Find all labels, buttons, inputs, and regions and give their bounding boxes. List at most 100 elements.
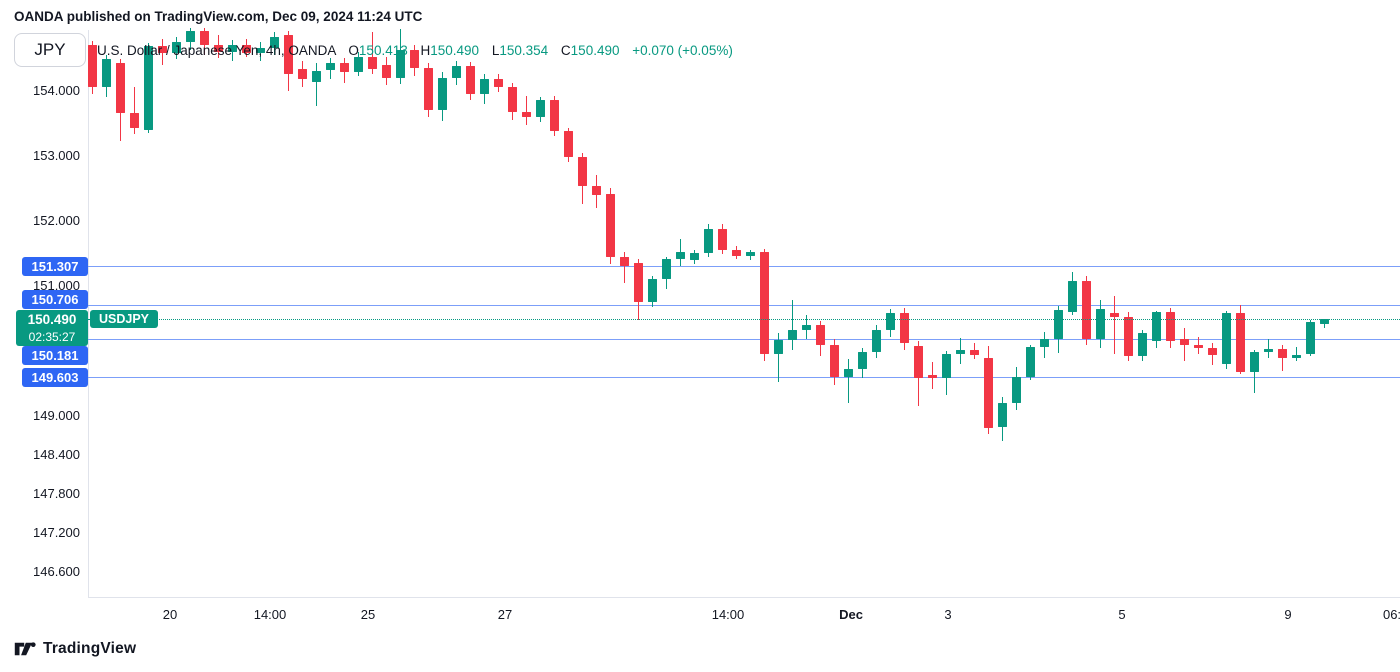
candle	[311, 70, 321, 83]
candle	[927, 375, 937, 379]
open-value: 150.413	[358, 43, 408, 58]
candle	[801, 325, 811, 331]
candle	[1137, 332, 1147, 357]
tradingview-logo-icon[interactable]	[14, 640, 36, 658]
candle	[1207, 347, 1217, 355]
candle	[857, 352, 867, 370]
candle	[521, 111, 531, 117]
candle	[255, 47, 265, 53]
candle	[507, 87, 517, 112]
candle-wick	[133, 87, 135, 135]
candle	[969, 349, 979, 355]
change-value: +0.070 (+0.05%)	[632, 43, 733, 58]
candle	[101, 58, 111, 87]
candle	[269, 37, 279, 48]
tradingview-brand-text[interactable]: TradingView	[43, 640, 137, 657]
low-label: L	[491, 43, 500, 58]
candle	[1193, 344, 1203, 348]
currency-toggle-button[interactable]: JPY	[14, 33, 86, 67]
current-price-value: 150.490	[27, 312, 77, 327]
candle	[1263, 349, 1273, 353]
candle	[885, 313, 895, 331]
candle	[325, 63, 335, 71]
candle	[773, 340, 783, 354]
alert-price-badge[interactable]: 149.603	[22, 368, 88, 387]
alert-price-badge[interactable]: 150.706	[22, 290, 88, 309]
candle	[829, 344, 839, 378]
candle	[633, 263, 643, 302]
high-label: H	[420, 43, 431, 58]
alert-price-line[interactable]	[88, 339, 1400, 340]
candle	[899, 313, 909, 344]
candle	[1221, 313, 1231, 365]
candle	[787, 330, 797, 340]
candle	[185, 30, 195, 42]
alert-price-line[interactable]	[88, 266, 1400, 267]
candle-wick	[1295, 347, 1297, 361]
current-price-line	[88, 319, 1400, 320]
candle	[563, 131, 573, 158]
price-axis-label: 154.000	[33, 83, 80, 98]
candle	[1151, 312, 1161, 341]
price-axis-label: 147.800	[33, 486, 80, 501]
alert-price-badge[interactable]: 151.307	[22, 257, 88, 276]
alert-price-line[interactable]	[88, 377, 1400, 378]
symbol-label-pill[interactable]: USDJPY	[90, 310, 159, 328]
candle	[1067, 280, 1077, 312]
chart-legend[interactable]: U.S. Dollar / Japanese Yen, 4h, OANDA O1…	[97, 43, 733, 58]
candle	[815, 325, 825, 345]
candle	[199, 30, 209, 46]
candle	[423, 67, 433, 111]
candle	[381, 64, 391, 78]
candle	[409, 50, 419, 68]
candle-wick	[1281, 344, 1283, 372]
price-axis-label: 152.000	[33, 213, 80, 228]
candle	[143, 46, 153, 130]
candle	[913, 345, 923, 378]
candle	[1053, 310, 1063, 340]
price-axis-label: 153.000	[33, 148, 80, 163]
candle	[549, 99, 559, 132]
candle	[479, 78, 489, 94]
time-axis-label: 20	[162, 607, 178, 622]
candle	[759, 252, 769, 354]
candle	[731, 249, 741, 257]
price-axis-label: 146.600	[33, 564, 80, 579]
candle	[353, 56, 363, 73]
candle	[87, 45, 97, 87]
bar-countdown: 02:35:27	[28, 330, 76, 344]
candle	[717, 228, 727, 250]
candle	[871, 330, 881, 353]
candle	[395, 50, 405, 78]
candle	[465, 65, 475, 94]
candle-wick	[525, 95, 527, 125]
candle	[1039, 339, 1049, 348]
published-bar: OANDA published on TradingView.com, Dec …	[14, 9, 423, 24]
price-axis-label: 148.400	[33, 447, 80, 462]
time-axis-border	[88, 597, 1400, 598]
alert-price-line[interactable]	[88, 305, 1400, 306]
candle	[591, 185, 601, 195]
candle	[493, 78, 503, 88]
candle	[297, 68, 307, 79]
candle	[983, 357, 993, 428]
time-axis-label: 3	[944, 607, 952, 622]
candle	[703, 228, 713, 253]
price-axis-border	[88, 30, 89, 597]
time-axis-label: 5	[1118, 607, 1126, 622]
candle	[115, 63, 125, 113]
alert-price-badge[interactable]: 150.181	[22, 346, 88, 365]
time-axis-label: 9	[1284, 607, 1292, 622]
low-value: 150.354	[499, 43, 549, 58]
candle	[1319, 319, 1329, 325]
close-value: 150.490	[570, 43, 620, 58]
candle-wick	[623, 252, 625, 283]
candle	[1109, 313, 1119, 318]
candle	[605, 193, 615, 258]
time-axis-label: 27	[497, 607, 513, 622]
footer: TradingView	[14, 640, 136, 658]
open-label: O	[348, 43, 359, 58]
